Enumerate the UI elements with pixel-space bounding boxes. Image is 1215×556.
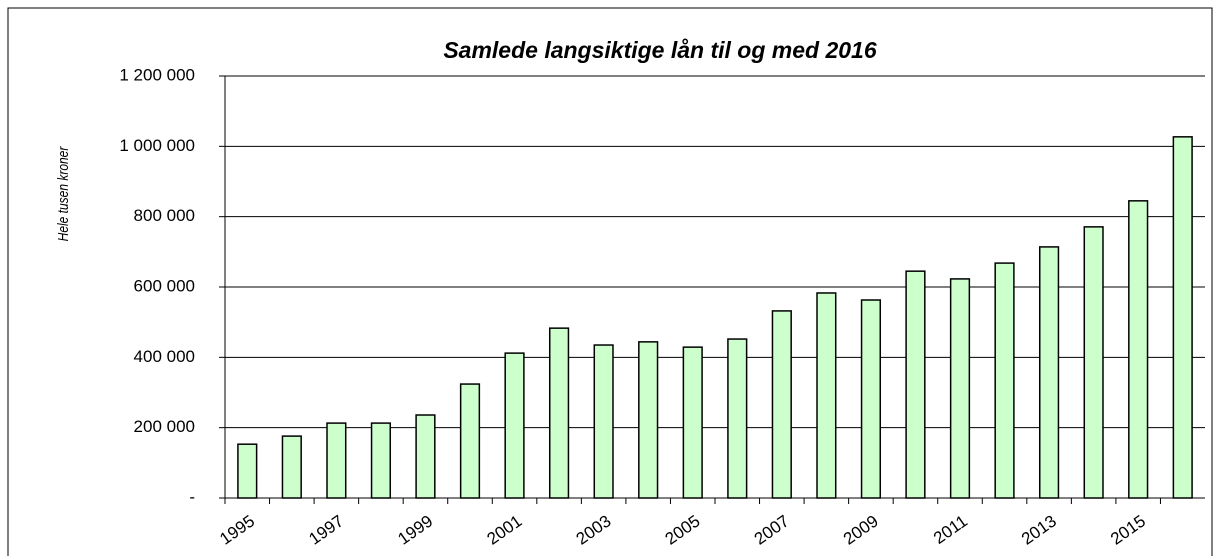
bar [459,383,481,499]
y-tick-label: 1 200 000 [119,65,195,84]
bar [237,443,258,499]
y-tick-label: 1 000 000 [119,136,195,155]
bar [949,278,971,499]
bar [1038,246,1060,499]
bar [326,422,347,499]
bar [638,341,659,499]
x-tick-label: 2003 [573,511,615,548]
y-tick-label: 600 000 [134,276,195,295]
y-tick-label: 400 000 [134,347,195,366]
bar [415,414,436,499]
bar [1172,136,1193,499]
y-tick-label: 200 000 [134,417,195,436]
bar [370,422,392,499]
bar [682,346,703,499]
y-axis-label: Hele tusen kroner [55,146,72,241]
x-tick-label: 2009 [840,511,882,548]
bar [816,292,837,499]
y-tick-label: 800 000 [134,206,195,225]
x-tick-label: 1999 [394,511,436,548]
bar [727,338,748,499]
bar [504,352,525,499]
bar [281,435,302,499]
x-tick-label: 2005 [662,511,704,548]
y-tick-label: - [189,487,195,506]
bar [548,327,570,499]
x-tick-label: 2001 [484,511,526,548]
x-tick-label: 2015 [1107,511,1149,548]
x-tick-label: 1997 [305,511,347,548]
bar [860,299,882,499]
bar [994,262,1015,499]
bar [1083,226,1104,499]
bar [593,344,614,499]
bar [771,310,792,499]
x-tick-label: 2011 [930,511,971,548]
bar [905,270,926,499]
chart-title: Samlede langsiktige lån til og med 2016 [443,37,877,63]
x-tick-label: 2013 [1018,511,1060,548]
chart-frame [7,7,1213,556]
x-tick-label: 1995 [216,511,258,548]
x-tick-label: 2007 [751,511,793,548]
bar [1128,200,1149,499]
